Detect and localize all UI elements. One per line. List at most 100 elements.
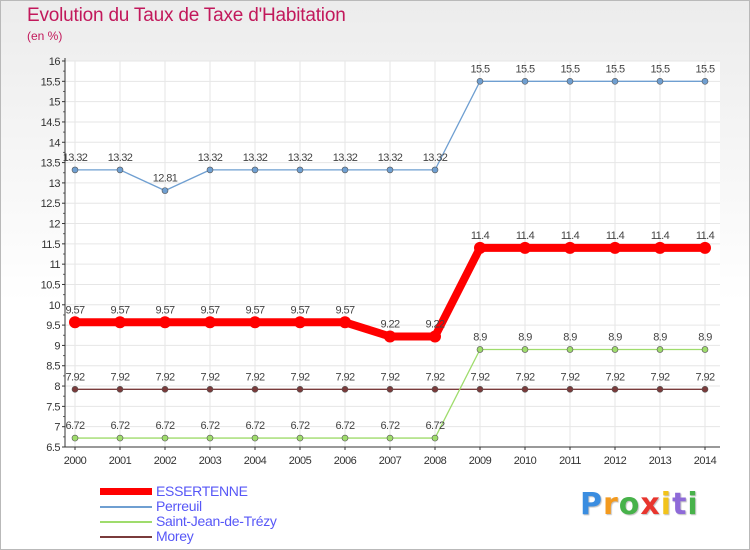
- data-label: 13.32: [198, 152, 223, 164]
- data-label: 13.32: [63, 152, 88, 164]
- data-label: 8.9: [563, 331, 577, 343]
- data-label: 8.9: [698, 331, 712, 343]
- data-label: 9.57: [110, 304, 129, 316]
- data-point: [521, 386, 529, 393]
- y-tick-label: 9.5: [46, 320, 60, 332]
- data-label: 11.4: [696, 230, 715, 242]
- data-point: [206, 434, 214, 442]
- data-point: [296, 166, 304, 174]
- data-point: [71, 166, 79, 174]
- data-label: 6.72: [200, 420, 219, 432]
- data-point: [474, 241, 486, 254]
- data-point: [521, 78, 529, 85]
- data-label: 7.92: [245, 371, 264, 383]
- data-point: [114, 316, 126, 329]
- data-label: 9.57: [245, 304, 264, 316]
- legend-swatch-saint-jean-de-trezy: [100, 521, 152, 523]
- y-tick-label: 12: [49, 219, 61, 231]
- logo-letter: o: [618, 487, 641, 522]
- x-tick-label: 2000: [64, 455, 87, 467]
- data-point: [699, 241, 711, 254]
- data-label: 11.4: [651, 230, 670, 242]
- data-label: 8.9: [518, 331, 532, 343]
- data-label: 6.72: [245, 420, 264, 432]
- data-label: 12.81: [153, 173, 178, 185]
- logo-letter: P: [580, 487, 603, 522]
- x-tick-label: 2003: [199, 455, 222, 467]
- data-point: [161, 187, 169, 194]
- data-point: [476, 346, 484, 353]
- data-label: 15.5: [470, 63, 489, 75]
- data-point: [611, 346, 619, 353]
- data-label: 7.92: [470, 371, 489, 383]
- data-point: [609, 241, 621, 254]
- data-point: [296, 386, 304, 393]
- data-label: 8.9: [653, 331, 667, 343]
- x-tick-label: 2009: [469, 455, 492, 467]
- data-point: [654, 241, 666, 254]
- data-label: 7.92: [650, 371, 669, 383]
- y-tick-label: 15: [49, 97, 61, 109]
- data-point: [611, 386, 619, 393]
- data-point: [251, 386, 259, 393]
- data-point: [116, 434, 124, 442]
- data-label: 9.22: [380, 318, 399, 330]
- x-tick-label: 2006: [334, 455, 357, 467]
- x-tick-label: 2008: [424, 455, 447, 467]
- data-label: 13.32: [243, 152, 268, 164]
- data-label: 7.92: [560, 371, 579, 383]
- x-tick-label: 2005: [289, 455, 312, 467]
- data-label: 7.92: [380, 371, 399, 383]
- data-label: 9.57: [290, 304, 309, 316]
- data-point: [69, 316, 81, 329]
- data-point: [386, 166, 394, 174]
- proxiti-logo: Proxiti: [580, 487, 699, 522]
- y-tick-label: 14.5: [41, 117, 61, 129]
- data-point: [566, 78, 574, 85]
- x-tick-label: 2004: [244, 455, 267, 467]
- logo-letter: i: [687, 487, 699, 522]
- legend-label-essertenne: ESSERTENNE: [156, 483, 248, 499]
- y-tick-label: 10.5: [41, 279, 61, 291]
- data-label: 9.57: [200, 304, 219, 316]
- data-label: 7.92: [605, 371, 624, 383]
- data-point: [384, 330, 396, 343]
- y-tick-label: 8: [54, 381, 60, 393]
- data-point: [566, 386, 574, 393]
- data-point: [701, 78, 709, 85]
- data-point: [476, 78, 484, 85]
- logo-letter: i: [660, 487, 673, 522]
- data-label: 15.5: [560, 63, 579, 75]
- logo-letter: x: [640, 487, 661, 522]
- data-label: 15.5: [605, 63, 624, 75]
- data-label: 11.4: [471, 230, 490, 242]
- data-point: [206, 386, 214, 393]
- data-point: [251, 166, 259, 174]
- data-label: 6.72: [290, 420, 309, 432]
- data-point: [476, 386, 484, 393]
- data-label: 9.57: [65, 304, 84, 316]
- data-point: [521, 346, 529, 353]
- data-label: 7.92: [695, 371, 714, 383]
- data-point: [701, 386, 709, 393]
- data-point: [204, 316, 216, 329]
- data-point: [431, 166, 439, 174]
- x-tick-label: 2002: [154, 455, 177, 467]
- data-label: 7.92: [425, 371, 444, 383]
- data-label: 7.92: [335, 371, 354, 383]
- x-tick-label: 2010: [514, 455, 537, 467]
- data-point: [656, 78, 664, 85]
- data-point: [519, 241, 531, 254]
- data-label: 6.72: [110, 420, 129, 432]
- data-point: [341, 166, 349, 174]
- data-point: [159, 316, 171, 329]
- data-point: [251, 434, 259, 442]
- data-point: [341, 434, 349, 442]
- data-label: 8.9: [473, 331, 487, 343]
- data-label: 7.92: [515, 371, 534, 383]
- x-tick-label: 2013: [649, 455, 672, 467]
- data-point: [611, 78, 619, 85]
- data-point: [116, 386, 124, 393]
- data-point: [564, 241, 576, 254]
- chart-title: Evolution du Taux de Taxe d'Habitation: [27, 5, 346, 26]
